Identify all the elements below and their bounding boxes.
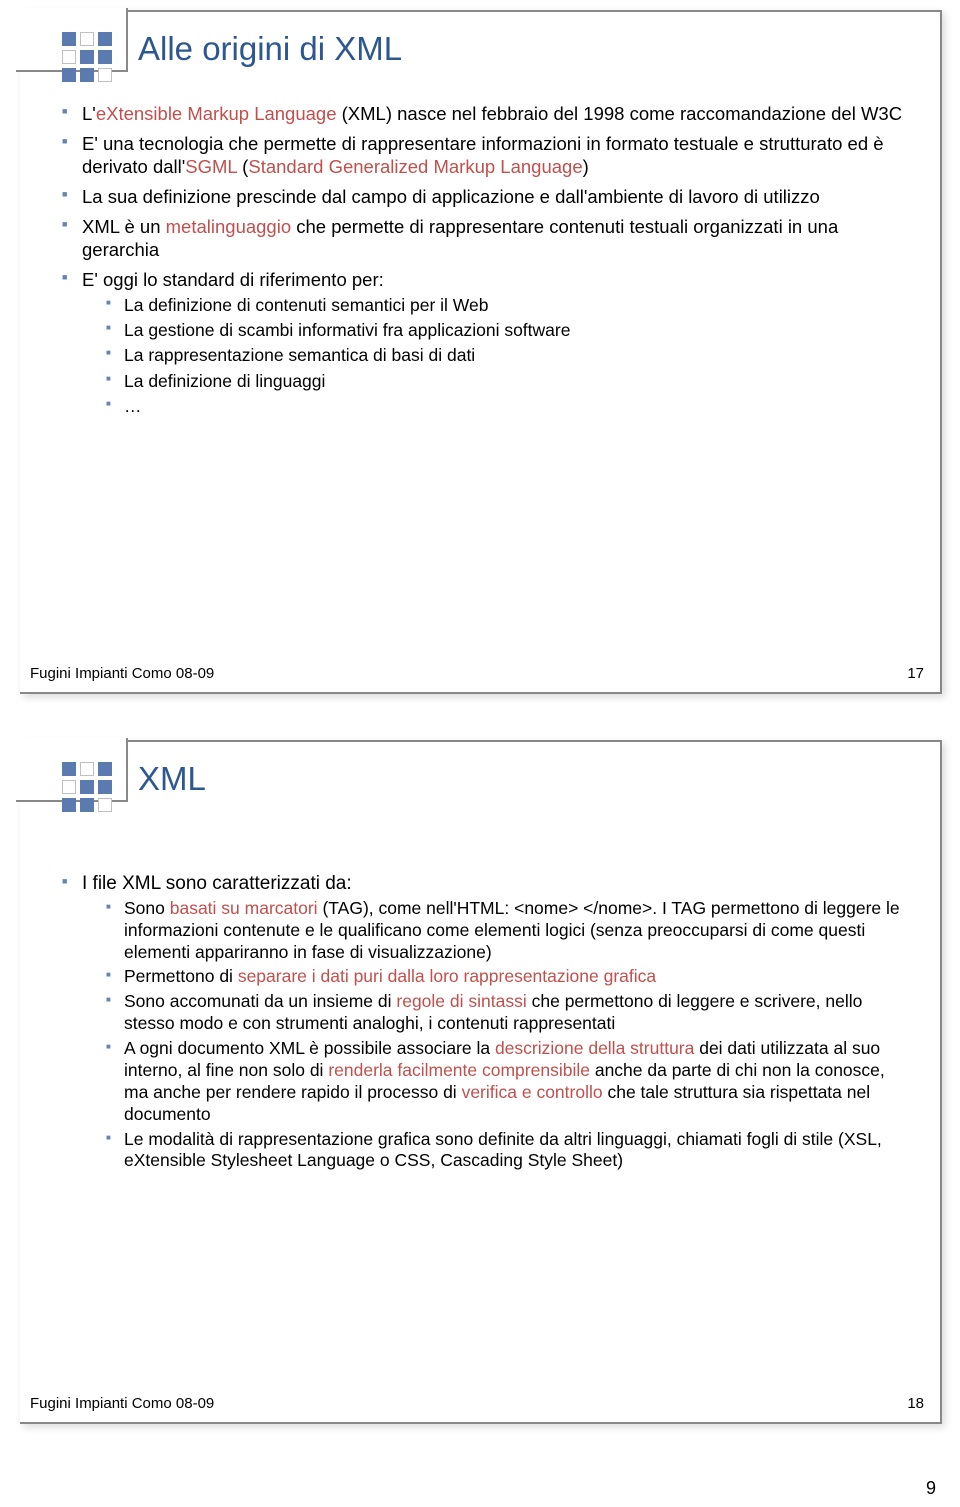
highlight-text: SGML	[185, 156, 237, 177]
footer-left: Fugini Impianti Como 08-09	[30, 1395, 214, 1412]
list-item: …	[102, 395, 910, 417]
list-item: Le modalità di rappresentazione grafica …	[102, 1129, 910, 1173]
list-item: La rappresentazione semantica di basi di…	[102, 344, 910, 366]
grid-logo	[62, 762, 114, 814]
list-item: E' una tecnologia che permette di rappre…	[56, 132, 910, 179]
slide-title: Alle origini di XML	[138, 30, 402, 68]
slide-content: L'eXtensible Markup Language (XML) nasce…	[56, 102, 910, 424]
footer-page-number: 18	[907, 1395, 924, 1412]
intro-text: I file XML sono caratterizzati da:	[82, 873, 352, 894]
list-item: La gestione di scambi informativi fra ap…	[102, 319, 910, 341]
list-item: Sono accomunati da un insieme di regole …	[102, 991, 910, 1035]
highlight-text: Standard Generalized Markup Language	[248, 156, 582, 177]
list-item: L'eXtensible Markup Language (XML) nasce…	[56, 102, 910, 126]
list-item: La definizione di contenuti semantici pe…	[102, 294, 910, 316]
highlight-text: metalinguaggio	[166, 216, 291, 237]
highlight-text: descrizione della struttura	[495, 1038, 694, 1058]
grid-logo	[62, 32, 114, 84]
list-item: A ogni documento XML è possibile associa…	[102, 1038, 910, 1126]
slide-title: XML	[138, 760, 206, 798]
list-item: XML è un metalinguaggio che permette di …	[56, 215, 910, 262]
list-item: La definizione di linguaggi	[102, 370, 910, 392]
slide-1: Alle origini di XML L'eXtensible Markup …	[20, 10, 942, 694]
slide-2: XML I file XML sono caratterizzati da: S…	[20, 740, 942, 1424]
list-item: La sua definizione prescinde dal campo d…	[56, 185, 910, 209]
list-item: Permettono di separare i dati puri dalla…	[102, 966, 910, 988]
highlight-text: regole di sintassi	[396, 991, 526, 1011]
highlight-text: verifica e controllo	[462, 1082, 603, 1102]
footer-page-number: 17	[907, 665, 924, 682]
list-item: I file XML sono caratterizzati da: Sono …	[56, 872, 910, 1172]
highlight-text: eXtensible Markup Language	[96, 103, 337, 124]
slide-content: I file XML sono caratterizzati da: Sono …	[56, 872, 910, 1178]
highlight-text: basati su marcatori	[170, 898, 318, 918]
highlight-text: separare i dati puri dalla loro rapprese…	[238, 966, 656, 986]
document-page-number: 9	[926, 1478, 936, 1499]
footer-left: Fugini Impianti Como 08-09	[30, 665, 214, 682]
highlight-text: renderla facilmente comprensibile	[328, 1060, 590, 1080]
list-item: E' oggi lo standard di riferimento per:L…	[56, 268, 910, 418]
list-item: Sono basati su marcatori (TAG), come nel…	[102, 898, 910, 964]
